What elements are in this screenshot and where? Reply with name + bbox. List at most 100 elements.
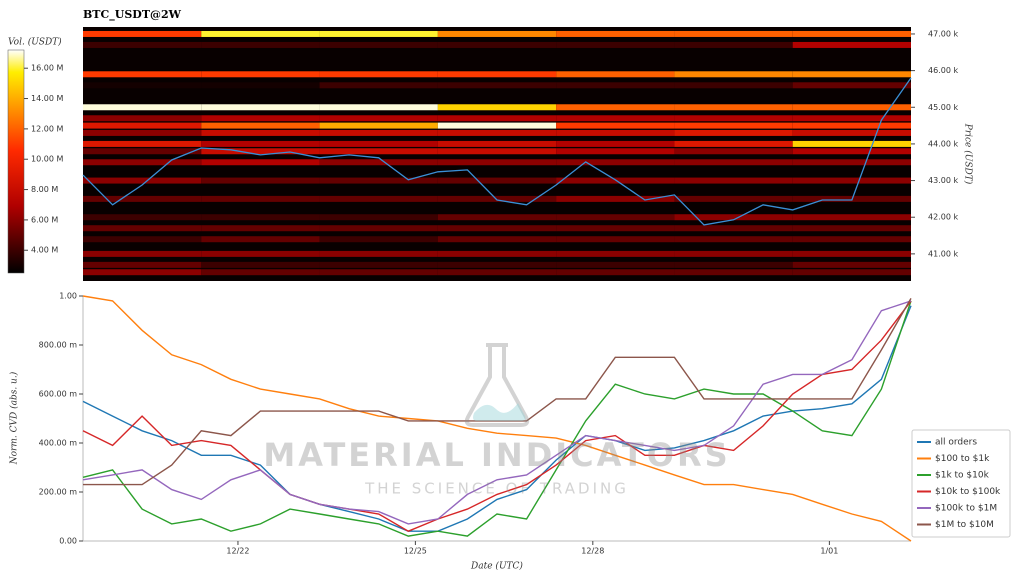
heatmap-cell: [437, 261, 557, 268]
heatmap-cell: [556, 261, 675, 268]
heatmap-cell: [319, 129, 438, 136]
heatmap-cell: [437, 177, 557, 184]
heatmap-cell: [83, 214, 202, 221]
heatmap-cell: [437, 225, 557, 232]
heatmap-cell: [201, 82, 320, 89]
heatmap-cell: [437, 82, 557, 89]
heatmap-cell: [674, 177, 793, 184]
heatmap-cell: [201, 129, 320, 136]
heatmap-cell: [201, 140, 320, 147]
heatmap-cell: [201, 261, 320, 268]
heatmap-cell: [437, 104, 557, 111]
heatmap-cell: [792, 177, 911, 184]
colorbar-tick-label: 14.00 M: [31, 94, 63, 103]
price-line: [82, 77, 912, 226]
y-tick-label: 200.00 m: [39, 488, 78, 497]
legend: all orders $100 to $1k $1k to $10k $10k to …: [911, 429, 1011, 538]
heatmap-cell: [556, 30, 675, 37]
heatmap-cell: [556, 104, 675, 111]
heatmap-cell: [674, 214, 793, 221]
heatmap-cell: [556, 269, 675, 276]
legend-box: [911, 429, 1011, 538]
heatmap-cell: [437, 236, 557, 243]
colorbar-tick-label: 12.00 M: [31, 124, 63, 133]
heatmap-cell: [201, 214, 320, 221]
heatmap-cell: [792, 250, 911, 257]
watermark: MATERIAL INDICATORS THE SCIENCE OF TRADI…: [263, 343, 730, 498]
colorbar-label: Vol. (USDT): [8, 37, 62, 48]
heatmap-cell: [83, 177, 202, 184]
heatmap-cell: [792, 214, 911, 221]
colorbar-tick-label: 16.00 M: [31, 64, 63, 73]
colorbar-tick-label: 8.00 M: [31, 185, 58, 194]
legend-label: $100 to $1k: [935, 454, 990, 464]
heatmap-cell: [556, 250, 675, 257]
x-axis-label: Date (UTC): [470, 561, 523, 572]
heatmap-cell: [201, 269, 320, 276]
heatmap-cell: [319, 140, 438, 147]
cvd-line: [82, 300, 912, 532]
legend-label: $100k to $1M: [935, 504, 997, 514]
heatmap-cell: [674, 129, 793, 136]
heatmap-cell: [437, 148, 557, 155]
heatmap-cell: [674, 71, 793, 78]
heatmap-cell: [201, 71, 320, 78]
heatmap-cell: [556, 82, 675, 89]
heatmap-cell: [201, 225, 320, 232]
heatmap-cell: [792, 41, 911, 48]
heatmap-cell: [674, 115, 793, 122]
heatmap-cell: [674, 30, 793, 37]
y-tick-label: 42.00 k: [928, 213, 958, 222]
heatmap-cell: [201, 159, 320, 166]
heatmap-cell: [319, 225, 438, 232]
colorbar-tick-label: 10.00 M: [31, 155, 63, 164]
heatmap-cell: [674, 250, 793, 257]
heatmap-cell: [792, 140, 911, 147]
heatmap-cell: [83, 129, 202, 136]
heatmap-cell: [201, 41, 320, 48]
heatmap-cell: [319, 250, 438, 257]
heatmap-cell: [437, 250, 557, 257]
y-axis-label: Price (USDT): [963, 123, 974, 185]
heatmap-cell: [83, 122, 202, 129]
x-tick-label: 1/01: [820, 547, 838, 556]
heatmap-cell: [556, 129, 675, 136]
heatmap-cell: [437, 140, 557, 147]
heatmap-cell: [83, 82, 202, 89]
flask-liquid: [473, 403, 526, 421]
heatmap-cell: [792, 159, 911, 166]
heatmap-cell: [674, 159, 793, 166]
heatmap-cell: [556, 140, 675, 147]
watermark-subtitle: THE SCIENCE OF TRADING: [364, 480, 629, 498]
heatmap-cell: [674, 195, 793, 202]
heatmap-cell: [556, 236, 675, 243]
heatmap-cell: [319, 214, 438, 221]
heatmap-cell: [674, 122, 793, 129]
heatmap-cell: [792, 225, 911, 232]
heatmap-cell: [792, 261, 911, 268]
watermark-title: MATERIAL INDICATORS: [263, 436, 730, 474]
heatmap-cell: [792, 269, 911, 276]
heatmap-cell: [319, 71, 438, 78]
heatmap-cell: [201, 115, 320, 122]
x-tick-label: 12/22: [226, 547, 249, 556]
x-tick-label: 12/28: [581, 547, 604, 556]
heatmap-cell: [83, 115, 202, 122]
heatmap-cell: [319, 269, 438, 276]
heatmap-cell: [674, 41, 793, 48]
heatmap-cell: [556, 225, 675, 232]
heatmap-cell: [556, 71, 675, 78]
y-tick-label: 41.00 k: [928, 249, 958, 258]
heatmap-cell: [83, 236, 202, 243]
heatmap-cell: [437, 159, 557, 166]
heatmap-cell: [83, 41, 202, 48]
heatmap-cell: [201, 122, 320, 129]
heatmap-cell: [674, 236, 793, 243]
heatmap-cell: [83, 30, 202, 37]
y-tick-label: 44.00 k: [928, 139, 958, 148]
y-tick-label: 45.00 k: [928, 103, 958, 112]
heatmap-cell: [556, 195, 675, 202]
heatmap-cell: [83, 195, 202, 202]
heatmap-cell: [319, 41, 438, 48]
heatmap-cell: [83, 140, 202, 147]
